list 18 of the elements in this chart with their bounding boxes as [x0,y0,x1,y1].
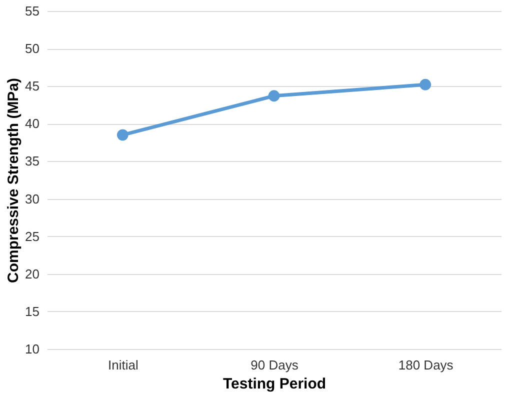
y-tick-label: 35 [25,154,40,169]
y-tick-label: 20 [25,266,40,282]
point [420,78,432,90]
x-tick-label: 90 Days [250,358,299,372]
x-axis-title: Testing Period [222,376,326,392]
y-tick-label: 10 [25,342,40,356]
point [116,129,128,141]
y-tick-label: 30 [25,191,40,206]
y-axis-title: Compressive Strength (MPa) [5,78,22,284]
y-tick-label: 15 [25,304,40,319]
y-tick-label: 25 [25,228,40,244]
x-tick-label: Initial [108,358,138,372]
y-tick-label: 55 [25,4,40,18]
x-tick-label: 180 Days [398,358,454,372]
y-tick-label: 50 [25,41,40,56]
y-tick-label: 45 [25,78,40,94]
y-tick-label: 40 [25,116,40,132]
point [268,90,280,102]
